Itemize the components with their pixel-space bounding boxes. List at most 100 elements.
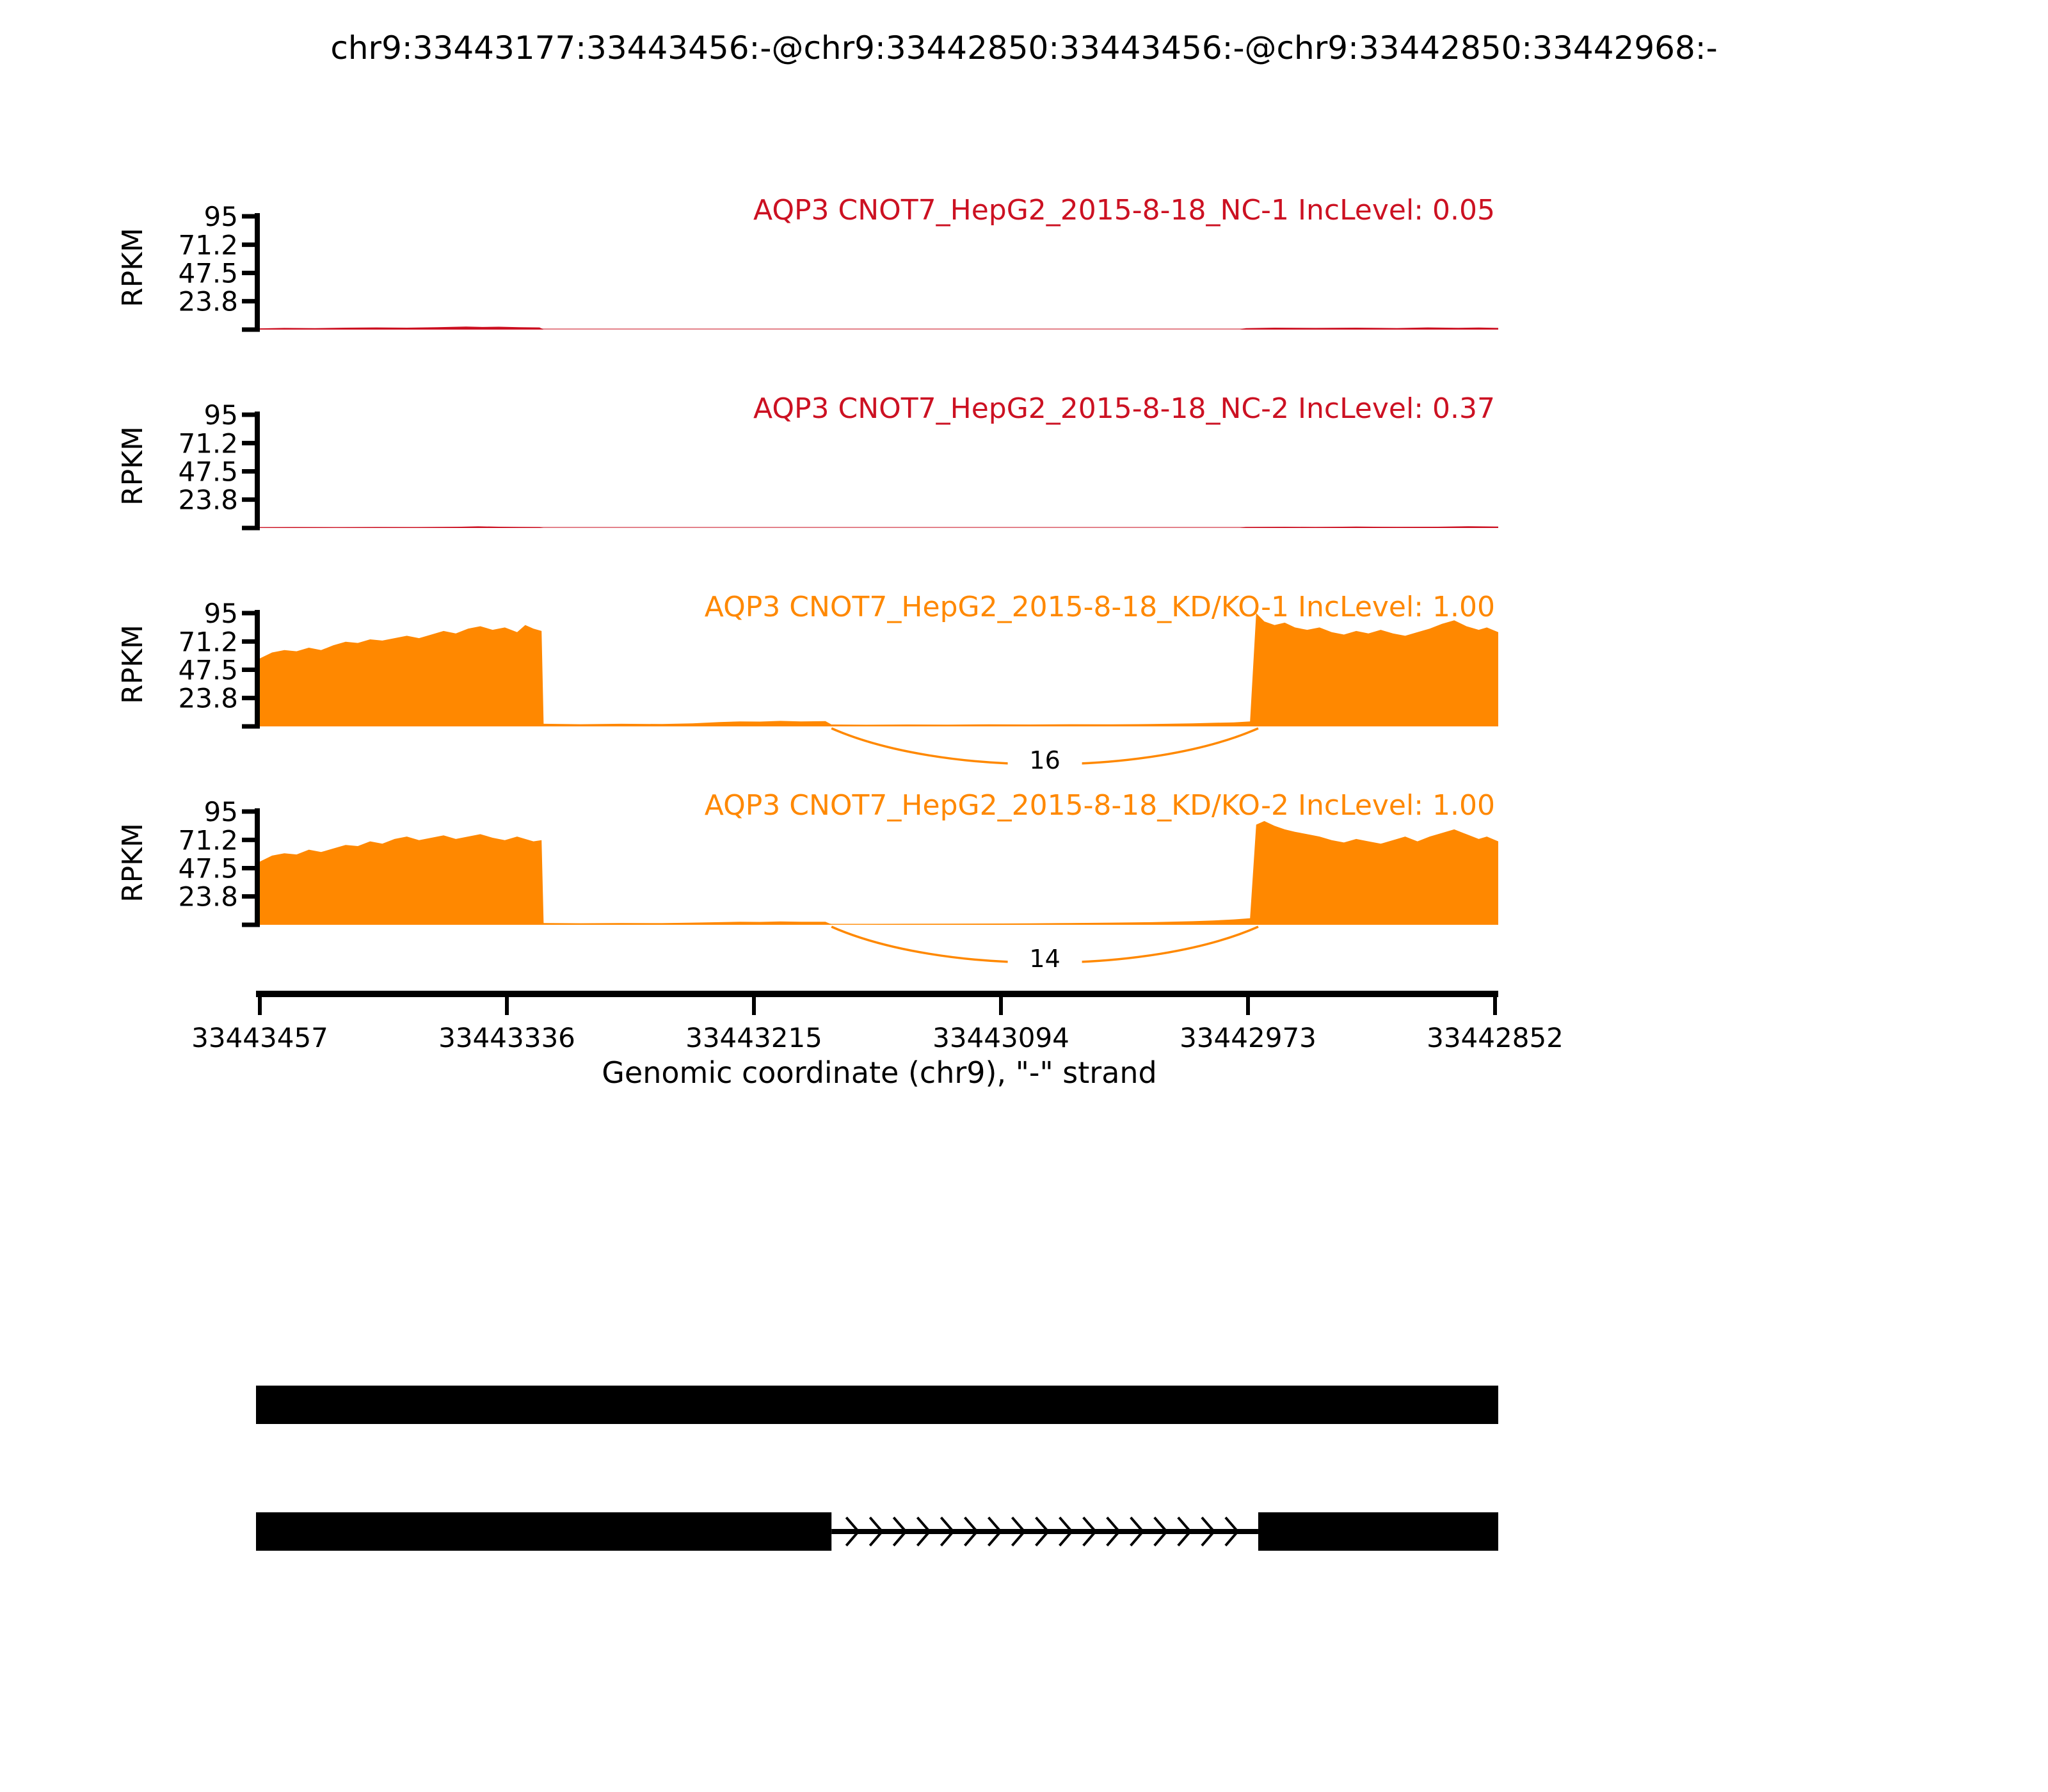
exon-bar (1258, 1512, 1498, 1551)
isoform-1 (256, 1386, 1498, 1424)
intron-direction-chevron-icon (1035, 1516, 1050, 1547)
isoform-2 (256, 1512, 1498, 1551)
x-tick-label: 33443215 (685, 1022, 822, 1053)
y-axis-tick (242, 242, 260, 247)
x-axis-tick (999, 997, 1003, 1015)
y-axis-tick (242, 922, 260, 927)
intron-direction-chevron-icon (1059, 1516, 1074, 1547)
x-axis-tick (505, 997, 509, 1015)
y-axis-title: RPKM (116, 228, 149, 307)
x-axis-line (256, 991, 1498, 997)
intron-direction-chevron-icon (845, 1516, 860, 1547)
intron-direction-chevron-icon (940, 1516, 956, 1547)
x-axis-tick (1246, 997, 1250, 1015)
intron-direction-chevron-icon (1106, 1516, 1121, 1547)
y-tick-label: 95 (204, 399, 238, 431)
intron-direction-chevron-icon (916, 1516, 932, 1547)
y-tick-label: 71.2 (178, 229, 238, 260)
y-axis-tick (242, 639, 260, 644)
x-tick-label: 33442973 (1180, 1022, 1316, 1053)
track-label: AQP3 CNOT7_HepG2_2015-8-18_KD/KO-2 IncLe… (705, 789, 1495, 822)
y-axis: 23.847.571.295 RPKM (116, 598, 260, 729)
y-axis-tick (242, 866, 260, 870)
junction-count: 16 (1029, 746, 1060, 774)
y-axis-tick (242, 837, 260, 842)
coverage-area (260, 326, 1498, 330)
y-axis: 23.847.571.295 RPKM (116, 399, 260, 531)
y-tick-label: 47.5 (178, 655, 238, 686)
y-axis-tick (242, 299, 260, 304)
junction-count: 14 (1029, 945, 1060, 973)
track-4: 23.847.571.295 RPKM AQP3 CNOT7_HepG2_2015-… (116, 789, 1498, 973)
junction-count-bg (1007, 747, 1082, 774)
y-tick-label: 95 (204, 201, 238, 232)
y-axis-tick (242, 440, 260, 445)
y-tick-label: 71.2 (178, 824, 238, 856)
y-axis-tick (242, 469, 260, 474)
intron-direction-chevron-icon (868, 1516, 884, 1547)
y-tick-label: 23.8 (178, 881, 238, 913)
y-axis-title: RPKM (116, 426, 149, 506)
x-axis: 33443457 33443336 33443215 33443094 33442973… (191, 991, 1564, 1090)
intron-direction-chevron-icon (987, 1516, 1003, 1547)
y-tick-label: 95 (204, 796, 238, 828)
exon-bar (256, 1386, 1498, 1424)
x-axis-tick (258, 997, 262, 1015)
y-axis-tick (242, 894, 260, 899)
intron-direction-chevron-icon (1011, 1516, 1027, 1547)
y-axis-title: RPKM (116, 823, 149, 902)
y-axis-tick (242, 497, 260, 502)
gene-model (256, 1386, 1498, 1551)
track-label: AQP3 CNOT7_HepG2_2015-8-18_NC-2 IncLevel… (753, 392, 1495, 425)
y-tick-label: 71.2 (178, 626, 238, 657)
y-axis: 23.847.571.295 RPKM (116, 201, 260, 332)
coverage-area (260, 820, 1498, 925)
intron-direction-chevron-icon (963, 1516, 979, 1547)
plot-title: chr9:33443177:33443456:-@chr9:33442850:3… (330, 29, 1718, 67)
track-1: 23.847.571.295 RPKM AQP3 CNOT7_HepG2_2015-… (116, 194, 1498, 332)
track-label: AQP3 CNOT7_HepG2_2015-8-18_KD/KO-1 IncLe… (705, 591, 1495, 623)
y-axis-tick (242, 668, 260, 672)
y-axis-tick (242, 611, 260, 616)
y-axis: 23.847.571.295 RPKM (116, 796, 260, 927)
x-tick-label: 33443336 (438, 1022, 575, 1053)
intron-direction-chevron-icon (1153, 1516, 1169, 1547)
y-axis-tick (242, 809, 260, 814)
track-label: AQP3 CNOT7_HepG2_2015-8-18_NC-1 IncLevel… (753, 194, 1495, 227)
y-axis-tick (242, 724, 260, 729)
junction-arc: 14 (831, 925, 1259, 973)
x-axis-title: Genomic coordinate (chr9), "-" strand (602, 1055, 1156, 1090)
x-tick-label: 33443094 (932, 1022, 1069, 1053)
y-tick-label: 23.8 (178, 286, 238, 317)
intron-line (831, 1529, 1258, 1534)
coverage-area (260, 526, 1498, 528)
y-axis-tick (242, 327, 260, 332)
y-tick-label: 47.5 (178, 258, 238, 289)
intron-direction-chevron-icon (892, 1516, 908, 1547)
y-tick-label: 71.2 (178, 428, 238, 459)
x-axis-tick (752, 997, 756, 1015)
x-axis-tick (1493, 997, 1497, 1015)
y-tick-label: 47.5 (178, 853, 238, 884)
y-tick-label: 23.8 (178, 484, 238, 516)
intron-direction-chevron-icon (1177, 1516, 1192, 1547)
intron-direction-chevron-icon (1082, 1516, 1098, 1547)
intron-direction-chevron-icon (1130, 1516, 1145, 1547)
intron-direction-chevron-icon (1201, 1516, 1216, 1547)
x-tick-label: 33443457 (191, 1022, 328, 1053)
junction-count-bg (1007, 945, 1082, 972)
y-axis-tick (242, 525, 260, 531)
junction-arc: 16 (831, 727, 1259, 774)
y-axis-tick (242, 214, 260, 219)
y-tick-label: 95 (204, 598, 238, 629)
y-tick-label: 23.8 (178, 683, 238, 714)
x-tick-label: 33442852 (1427, 1022, 1564, 1053)
intron-direction-chevron-icon (1224, 1516, 1240, 1547)
coverage-area (260, 613, 1498, 726)
track-3: 23.847.571.295 RPKM AQP3 CNOT7_HepG2_2015-… (116, 591, 1498, 774)
y-axis-tick (242, 696, 260, 701)
y-tick-label: 47.5 (178, 456, 238, 488)
y-axis-title: RPKM (116, 625, 149, 704)
